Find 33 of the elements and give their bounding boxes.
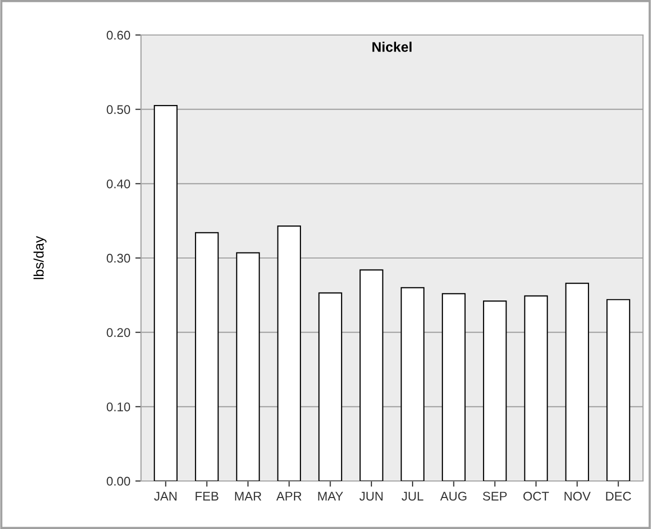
y-tick-label: 0.20 — [106, 328, 130, 337]
x-tick-label: JUN — [359, 492, 383, 501]
y-tick-label: 0.00 — [106, 476, 130, 486]
y-tick-label: 0.50 — [106, 105, 130, 114]
y-tick-label: 0.10 — [106, 402, 130, 412]
bar — [442, 293, 466, 481]
x-tick-label: SEP — [482, 492, 507, 501]
x-tick-label: AUG — [440, 492, 466, 501]
bar — [400, 287, 424, 481]
bar — [524, 295, 548, 481]
x-tick-label: MAY — [318, 492, 344, 500]
x-tick-label: JUL — [402, 492, 424, 501]
y-tick-label: 0.30 — [106, 254, 130, 263]
bar — [318, 292, 342, 481]
bar — [565, 282, 590, 481]
bar — [606, 299, 630, 481]
bar — [236, 252, 260, 481]
x-tick-label: DEC — [606, 492, 632, 501]
y-tick-label: 0.40 — [106, 179, 130, 188]
x-tick-label: JAN — [154, 492, 176, 501]
chart-title: Nickel — [372, 42, 412, 52]
bar — [194, 232, 219, 481]
x-tick-label: APR — [276, 492, 302, 500]
bar — [483, 300, 507, 481]
x-tick-label: MAR — [235, 492, 262, 500]
x-tick-label: NOV — [564, 492, 591, 501]
bar — [360, 269, 384, 481]
x-tick-label: FEB — [196, 492, 218, 500]
bar — [277, 225, 301, 481]
x-tick-label: OCT — [523, 492, 549, 501]
bar — [154, 105, 178, 481]
y-axis-title: lbs/day — [34, 236, 46, 280]
y-tick-label: 0.60 — [106, 30, 130, 40]
